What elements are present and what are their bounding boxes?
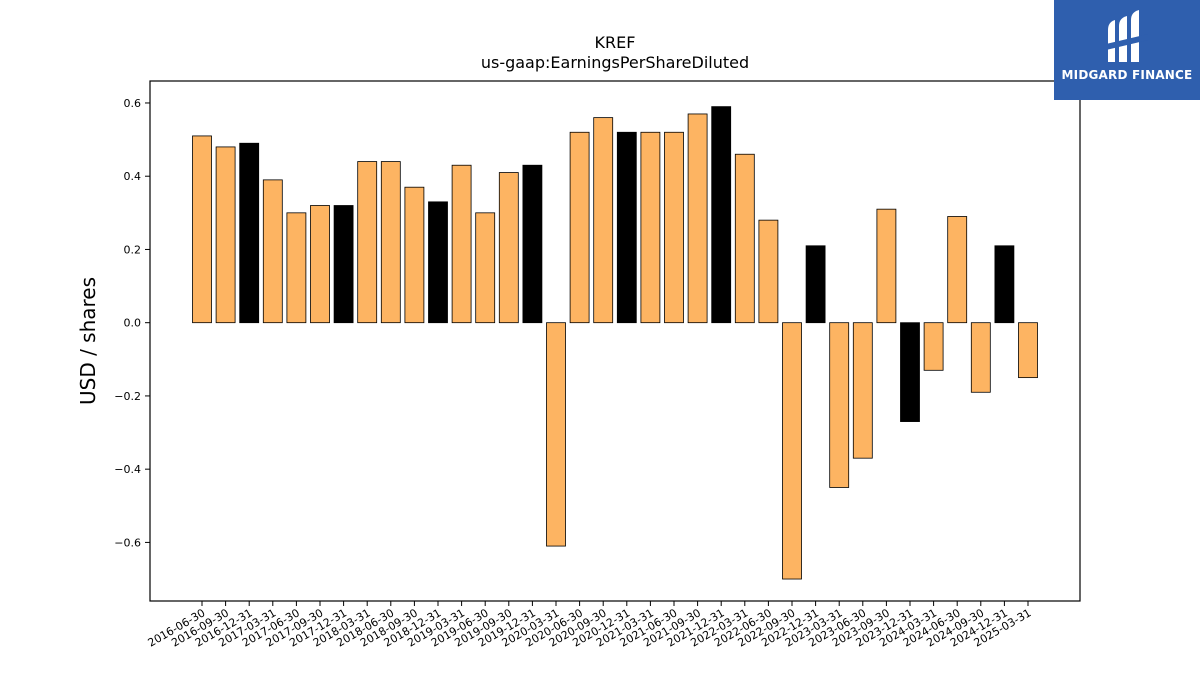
brand-name: MIDGARD FINANCE xyxy=(1061,68,1193,82)
bar-2018-03-31 xyxy=(357,161,378,324)
chart-subtitle: us-gaap:EarningsPerShareDiluted xyxy=(481,53,749,72)
y-tick-label: 0.0 xyxy=(124,317,142,330)
bar-2024-09-30 xyxy=(970,322,991,393)
bar-2018-06-30 xyxy=(380,161,401,324)
bar-2019-03-31 xyxy=(451,164,472,324)
y-tick-label: −0.6 xyxy=(114,536,141,549)
bar-2022-12-31 xyxy=(805,245,826,324)
bar-2020-03-31 xyxy=(546,322,566,547)
bar-2016-12-31 xyxy=(239,142,260,324)
bar-2017-03-31 xyxy=(262,179,283,324)
y-tick-label: 0.6 xyxy=(124,97,142,110)
y-tick-label: 0.4 xyxy=(124,170,142,183)
bar-2023-09-30 xyxy=(876,208,897,324)
bar-2016-09-30 xyxy=(215,146,236,324)
bar-2021-03-31 xyxy=(640,131,661,324)
bar-2017-09-30 xyxy=(310,205,330,324)
y-axis-label: USD / shares xyxy=(76,277,100,405)
bars-group xyxy=(192,106,1038,580)
chart-title: KREF xyxy=(595,33,636,52)
y-axis-ticks: −0.6 −0.4 −0.2 0.0 0.2 0.4 0.6 xyxy=(114,97,150,549)
bar-2024-06-30 xyxy=(947,216,968,324)
bar-2024-12-31 xyxy=(994,245,1015,324)
bar-2021-06-30 xyxy=(664,131,684,324)
bar-2016-06-30 xyxy=(192,135,212,324)
y-tick-label: −0.4 xyxy=(114,463,141,476)
bar-2025-03-31 xyxy=(1018,322,1038,379)
midgard-logo-icon xyxy=(1106,10,1148,62)
brand-logo: MIDGARD FINANCE xyxy=(1054,0,1200,100)
y-tick-label: 0.2 xyxy=(124,243,142,256)
bar-2023-06-30 xyxy=(852,322,873,459)
x-axis-ticks: 2016-06-302016-09-302016-12-312017-03-31… xyxy=(146,601,1034,650)
bar-2022-03-31 xyxy=(734,153,755,324)
y-tick-label: −0.2 xyxy=(114,390,141,403)
bar-2021-09-30 xyxy=(687,113,708,324)
bar-2022-09-30 xyxy=(782,322,802,580)
bar-2019-09-30 xyxy=(498,172,519,324)
bar-2023-12-31 xyxy=(900,322,920,422)
bar-2023-03-31 xyxy=(829,322,850,488)
bar-2017-06-30 xyxy=(286,212,307,324)
bar-2020-06-30 xyxy=(569,131,590,324)
bar-2019-12-31 xyxy=(522,164,543,324)
bar-2019-06-30 xyxy=(475,212,496,324)
bar-2022-06-30 xyxy=(758,219,779,324)
bar-2017-12-31 xyxy=(333,205,354,324)
bar-2021-12-31 xyxy=(711,106,732,324)
bar-2024-03-31 xyxy=(923,322,944,371)
plot-frame xyxy=(149,80,1081,602)
bar-2020-12-31 xyxy=(616,131,637,324)
bar-2018-12-31 xyxy=(428,201,448,324)
bar-2018-09-30 xyxy=(404,186,425,324)
bar-2020-09-30 xyxy=(593,117,614,324)
